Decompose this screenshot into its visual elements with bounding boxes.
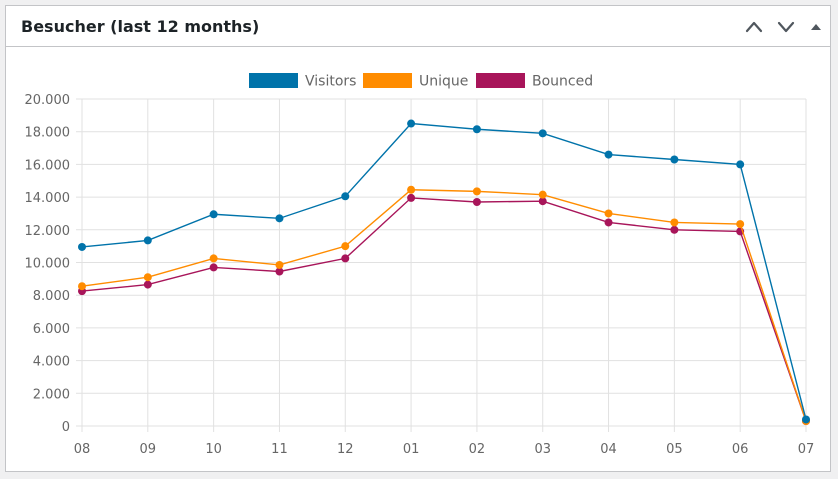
data-point-visitors[interactable] <box>78 242 86 251</box>
chevron-up-icon <box>745 21 763 33</box>
series-line-bounced <box>81 197 807 422</box>
data-point-visitors[interactable] <box>802 415 810 424</box>
data-point-bounced[interactable] <box>407 193 416 202</box>
data-point-unique[interactable] <box>736 220 745 229</box>
data-point-bounced[interactable] <box>670 225 679 234</box>
y-tick-label: 14.000 <box>25 191 71 206</box>
y-tick-label: 12.000 <box>25 224 71 239</box>
y-tick-label: 10.000 <box>25 257 71 272</box>
data-point-visitors[interactable] <box>275 214 284 223</box>
y-tick-label: 6.000 <box>33 322 70 337</box>
legend-swatch-unique[interactable] <box>363 73 412 88</box>
x-tick-label: 11 <box>271 442 288 457</box>
data-point-visitors[interactable] <box>341 192 350 201</box>
x-tick-label: 02 <box>469 442 486 457</box>
data-point-visitors[interactable] <box>472 125 481 134</box>
data-point-visitors[interactable] <box>736 160 745 169</box>
data-point-visitors[interactable] <box>604 150 613 159</box>
x-tick-label: 06 <box>732 442 749 457</box>
y-tick-label: 20.000 <box>25 93 71 108</box>
y-tick-label: 18.000 <box>25 126 71 141</box>
dashboard-widget: Besucher (last 12 months) 0 2.000 4.000 6.0… <box>5 5 831 472</box>
data-point-unique[interactable] <box>472 187 481 196</box>
data-point-bounced[interactable] <box>472 198 481 207</box>
data-point-unique[interactable] <box>407 185 416 194</box>
legend-label-visitors[interactable]: Visitors <box>305 74 356 90</box>
x-tick-label: 12 <box>337 442 354 457</box>
data-point-bounced[interactable] <box>341 254 350 263</box>
y-tick-label: 2.000 <box>33 387 70 402</box>
legend-swatch-visitors[interactable] <box>249 73 298 88</box>
chevron-down-icon <box>777 21 795 33</box>
y-tick-label: 16.000 <box>25 158 71 173</box>
data-point-visitors[interactable] <box>407 119 416 128</box>
x-tick-label: 03 <box>534 442 551 457</box>
y-tick-label: 8.000 <box>33 289 70 304</box>
data-point-unique[interactable] <box>78 282 86 291</box>
data-point-visitors[interactable] <box>538 129 547 138</box>
data-point-bounced[interactable] <box>604 218 613 227</box>
caret-up-icon <box>811 24 821 30</box>
x-tick-label: 04 <box>600 442 617 457</box>
data-point-visitors[interactable] <box>209 210 218 219</box>
data-point-unique[interactable] <box>670 218 679 227</box>
chart-area: 0 2.000 4.000 6.000 8.000 10.000 12.000 14.000 1… <box>6 47 832 473</box>
move-up-button[interactable] <box>742 15 766 39</box>
data-point-unique[interactable] <box>538 190 547 199</box>
x-tick-label: 10 <box>205 442 222 457</box>
y-tick-label: 0 <box>62 420 70 435</box>
y-tick-label: 4.000 <box>33 355 70 370</box>
toggle-panel-button[interactable] <box>804 15 828 39</box>
data-point-unique[interactable] <box>143 273 152 282</box>
data-point-visitors[interactable] <box>670 155 679 164</box>
x-tick-label: 09 <box>140 442 157 457</box>
x-tick-label: 05 <box>666 442 683 457</box>
data-point-unique[interactable] <box>604 209 613 218</box>
widget-header: Besucher (last 12 months) <box>6 6 830 47</box>
data-point-bounced[interactable] <box>143 280 152 289</box>
series-line-unique <box>81 189 807 422</box>
legend-swatch-bounced[interactable] <box>476 73 525 88</box>
x-tick-label: 07 <box>798 442 815 457</box>
legend-label-unique[interactable]: Unique <box>419 74 468 90</box>
widget-title: Besucher (last 12 months) <box>21 17 260 36</box>
data-point-unique[interactable] <box>341 242 350 251</box>
legend-label-bounced[interactable]: Bounced <box>532 74 593 90</box>
x-tick-label: 08 <box>74 442 91 457</box>
x-tick-label: 01 <box>403 442 420 457</box>
series-line-visitors <box>81 122 807 420</box>
move-down-button[interactable] <box>774 15 798 39</box>
data-point-visitors[interactable] <box>143 236 152 245</box>
data-point-bounced[interactable] <box>209 263 218 272</box>
data-point-bounced[interactable] <box>275 267 284 276</box>
visitors-line-chart: 0 2.000 4.000 6.000 8.000 10.000 12.000 14.000 1… <box>25 73 815 457</box>
data-point-bounced[interactable] <box>538 197 547 206</box>
data-point-unique[interactable] <box>209 254 218 263</box>
data-point-unique[interactable] <box>275 260 284 269</box>
